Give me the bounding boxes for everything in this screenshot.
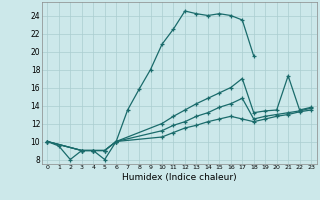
X-axis label: Humidex (Indice chaleur): Humidex (Indice chaleur) (122, 173, 236, 182)
